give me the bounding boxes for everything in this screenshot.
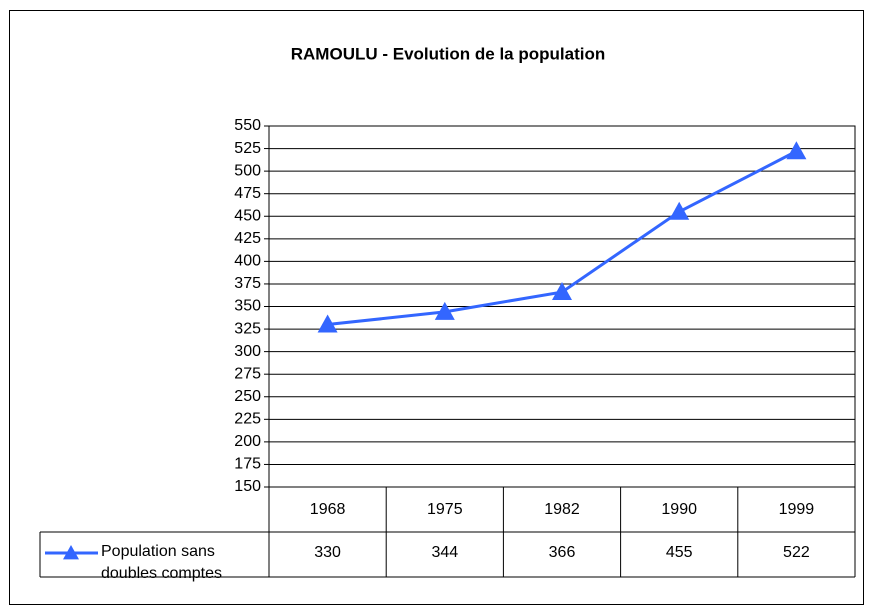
y-tick-label: 150 xyxy=(234,478,261,495)
x-tick-label: 1982 xyxy=(544,501,580,518)
y-tick-label: 475 xyxy=(234,185,261,202)
y-tick-label: 225 xyxy=(234,411,261,428)
point-marker xyxy=(786,141,807,160)
x-tick-label: 1999 xyxy=(779,501,815,518)
legend-marker xyxy=(63,545,79,560)
legend-label: Population sans doubles comptes xyxy=(101,543,222,582)
y-tick-label: 175 xyxy=(234,456,261,473)
y-tick-label: 275 xyxy=(234,365,261,382)
point-marker xyxy=(434,301,455,320)
y-tick-label: 350 xyxy=(234,298,261,315)
chart-title: RAMOULU - Evolution de la population xyxy=(291,44,605,63)
y-tick-label: 450 xyxy=(234,207,261,224)
y-tick-label: 325 xyxy=(234,320,261,337)
table-value: 366 xyxy=(549,544,576,561)
y-tick-label: 200 xyxy=(234,433,261,450)
x-tick-label: 1990 xyxy=(661,501,697,518)
x-tick-label: 1975 xyxy=(427,501,463,518)
table-value: 522 xyxy=(783,544,810,561)
y-tick-label: 300 xyxy=(234,343,261,360)
x-tick-label: 1968 xyxy=(310,501,346,518)
table-value: 330 xyxy=(314,544,341,561)
point-marker xyxy=(552,282,572,301)
y-tick-label: 250 xyxy=(234,388,261,405)
y-tick-label: 425 xyxy=(234,230,261,247)
y-tick-label: 400 xyxy=(234,253,261,270)
chart-border xyxy=(9,10,864,605)
y-tick-label: 525 xyxy=(234,140,261,157)
point-marker xyxy=(317,314,338,333)
plot-border xyxy=(268,125,856,488)
table-value: 344 xyxy=(431,544,458,561)
y-tick-label: 500 xyxy=(234,162,261,179)
y-tick-label: 550 xyxy=(234,117,261,134)
y-tick-label: 375 xyxy=(234,275,261,292)
table-value: 455 xyxy=(666,544,693,561)
point-marker xyxy=(669,201,690,220)
